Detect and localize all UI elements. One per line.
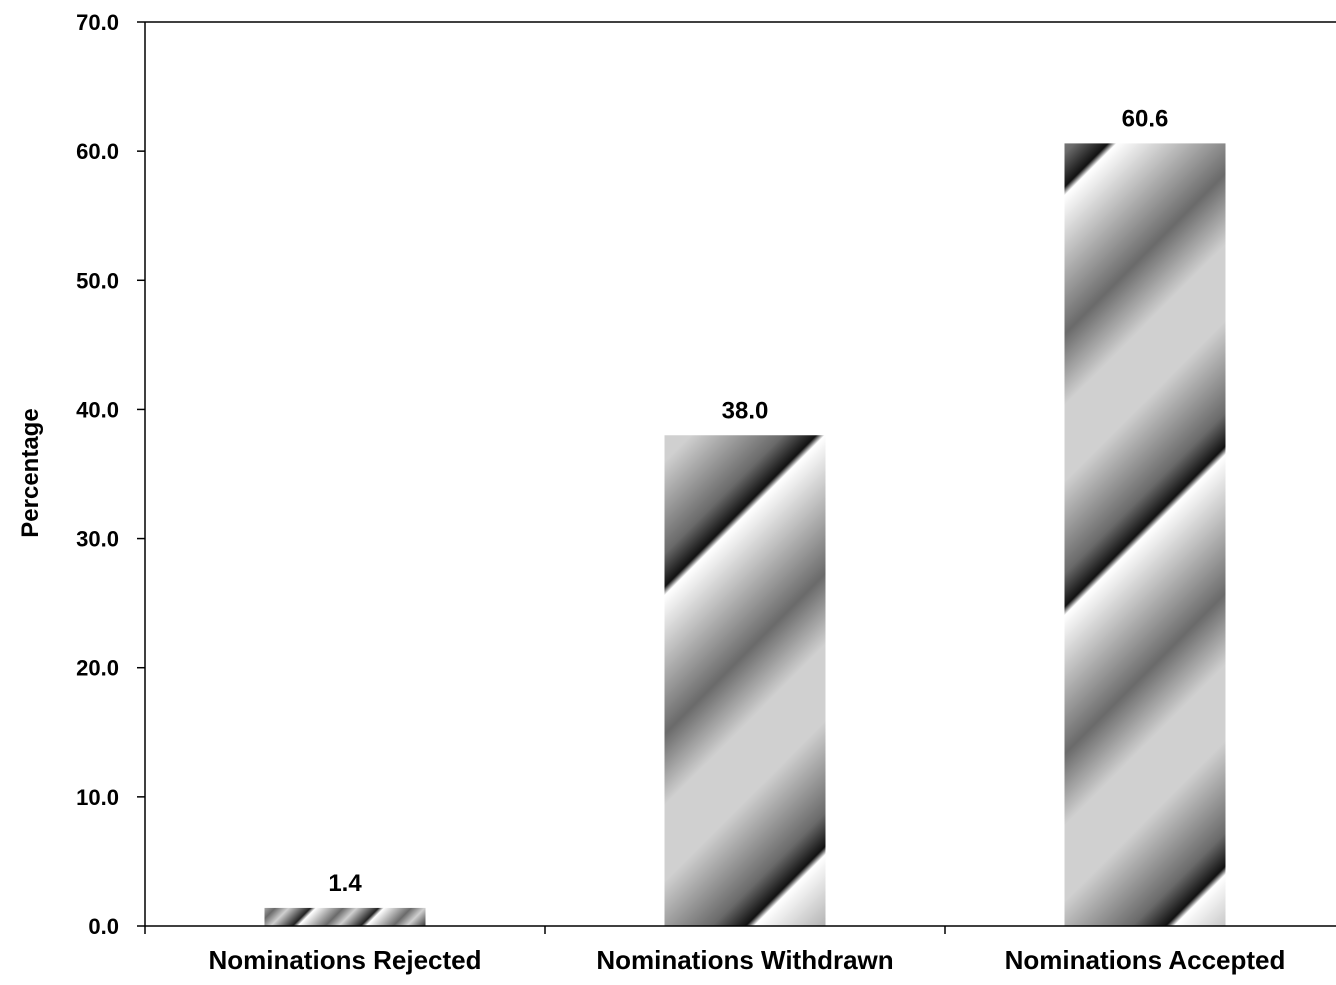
bar-nominations-rejected [264, 907, 426, 926]
bar-nominations-accepted [1064, 143, 1226, 926]
y-axis-ticks: 0.0 10.0 20.0 30.0 40.0 50.0 60.0 70.0 [76, 10, 145, 939]
x-category-label: Nominations Accepted [1005, 945, 1286, 975]
y-tick-label: 60.0 [76, 139, 119, 164]
bar-data-label: 1.4 [328, 870, 362, 897]
bar-nominations-withdrawn [664, 435, 826, 926]
y-tick-label: 70.0 [76, 10, 119, 35]
bar-data-label: 60.6 [1122, 105, 1169, 132]
y-tick-label: 10.0 [76, 785, 119, 810]
y-axis-title: Percentage [17, 408, 44, 537]
y-tick-label: 0.0 [88, 914, 119, 939]
x-category-label: Nominations Withdrawn [596, 945, 893, 975]
y-tick-label: 40.0 [76, 397, 119, 422]
y-tick-label: 50.0 [76, 268, 119, 293]
y-tick-label: 20.0 [76, 656, 119, 681]
bars: 1.4 38.0 60.6 [264, 105, 1226, 926]
y-tick-label: 30.0 [76, 527, 119, 552]
x-category-label: Nominations Rejected [208, 945, 481, 975]
x-axis-ticks: Nominations Rejected Nominations Withdraw… [144, 926, 1286, 975]
bar-data-label: 38.0 [722, 397, 769, 424]
